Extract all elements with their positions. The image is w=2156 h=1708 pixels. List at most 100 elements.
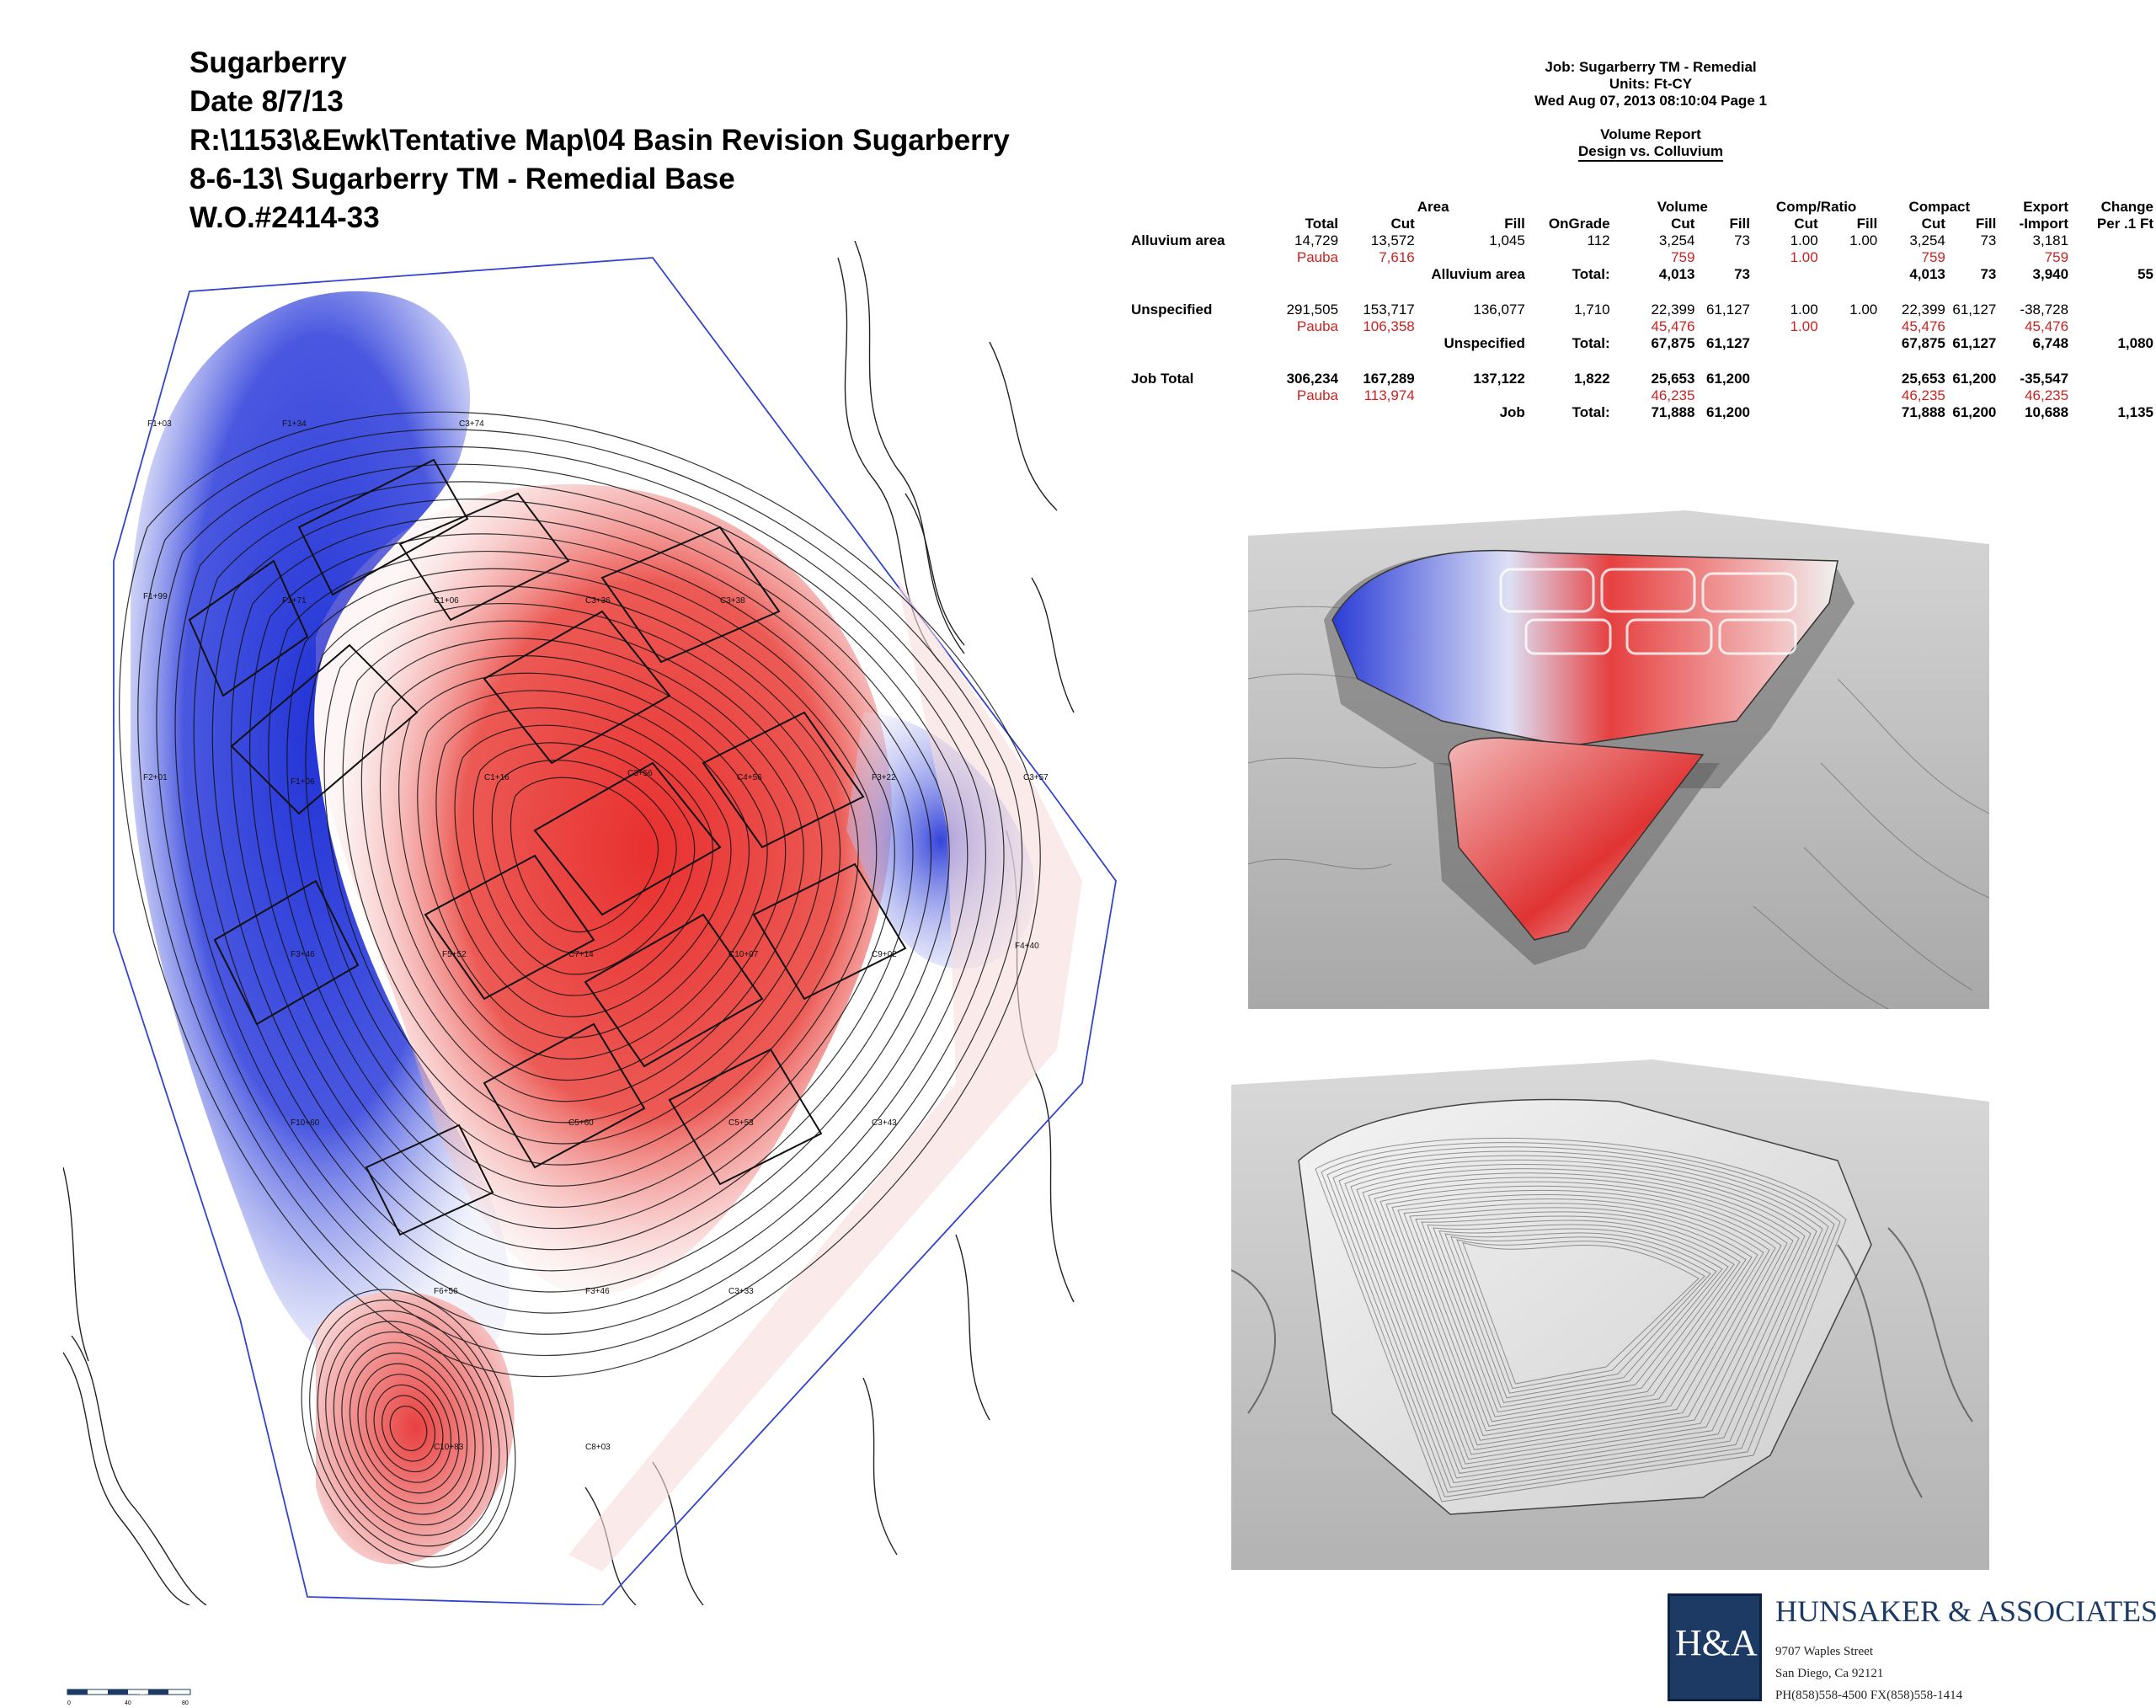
- report-cell: [1528, 387, 1613, 404]
- cut-area-main: [316, 483, 892, 1296]
- report-cell: 61,200: [1706, 404, 1750, 420]
- contour-line: [1427, 1220, 1735, 1413]
- report-cell: 4,013: [1658, 266, 1695, 282]
- report-cell: 22,399: [1901, 302, 1945, 318]
- report-cell: [2071, 318, 2156, 335]
- report-cell: [1948, 249, 1999, 266]
- report-cell: [1948, 318, 1999, 335]
- fill-area-northwest: [131, 291, 510, 1392]
- contour-line: [1462, 1241, 1700, 1385]
- report-cell: [1948, 387, 1999, 404]
- contour-line: [454, 724, 713, 996]
- report-cell: [1753, 371, 1821, 387]
- contour-line: [119, 411, 1041, 1378]
- contour-line: [1444, 1232, 1717, 1399]
- svg-text:C1+06: C1+06: [434, 596, 459, 606]
- contour-line: [1380, 1185, 1782, 1450]
- report-cell: [1821, 335, 1881, 352]
- report-cell: [2071, 371, 2156, 387]
- contour-line: [360, 638, 804, 1102]
- contour-line: [389, 1406, 428, 1451]
- report-cell: [1821, 404, 1881, 421]
- report-cell: [1129, 266, 1256, 283]
- report-cell: 71,888: [1651, 404, 1695, 420]
- pad-surface: [1331, 549, 1838, 747]
- contour-line: [1356, 1168, 1806, 1470]
- report-cell: 7,616: [1379, 249, 1415, 265]
- report-row: Job Total: 71,888 61,200 71,888 61,200 10,688 1…: [1129, 404, 2156, 421]
- report-row: Pauba 113,974 46,235 46,235 46,235: [1129, 387, 2156, 404]
- report-cell: Job Total: [1131, 371, 1194, 387]
- svg-text:F3+22: F3+22: [872, 773, 896, 782]
- report-cell: Total:: [1572, 404, 1610, 420]
- report-cell: 61,127: [1706, 302, 1750, 318]
- report-cell: 291,505: [1286, 302, 1339, 318]
- report-cell: [2071, 232, 2156, 249]
- svg-text:C5+53: C5+53: [728, 1118, 754, 1128]
- report-header: Job: Sugarberry TM - Remedial Units: Ft-…: [1129, 59, 2156, 162]
- pad-east: [568, 578, 1082, 1572]
- contour-line: [342, 620, 823, 1124]
- report-cell: 61,127: [1952, 302, 1997, 318]
- contour-line: [1315, 1138, 1847, 1503]
- contour-line: [1332, 1150, 1829, 1488]
- report-cell: 1.00: [1790, 302, 1818, 318]
- report-cell: [1129, 335, 1256, 352]
- report-cell: 759: [1671, 249, 1695, 265]
- scale-bar: FEET 0 40 80: [67, 1689, 191, 1706]
- report-cell: 22,399: [1651, 302, 1695, 318]
- group-volume: Volume: [1657, 199, 1708, 215]
- report-cell: 1,822: [1574, 371, 1610, 387]
- report-row: Pauba 106,358 45,476 1.00 45,476 45,476: [1129, 318, 2156, 335]
- company-street: 9707 Waples Street: [1775, 1645, 1873, 1658]
- svg-text:F4+40: F4+40: [1015, 942, 1039, 951]
- contour-line: [491, 760, 677, 954]
- contour-line: [341, 1342, 476, 1515]
- scale-tick-40: 40: [125, 1700, 131, 1706]
- company-logo: H&A: [1668, 1593, 1762, 1701]
- 3d-view-design-surface: [1231, 1059, 1989, 1570]
- svg-text:C3+33: C3+33: [728, 1287, 754, 1296]
- svg-text:F5+52: F5+52: [442, 950, 467, 959]
- svg-text:C7+14: C7+14: [568, 950, 594, 959]
- contour-line: [1421, 1215, 1741, 1417]
- report-cell: 45,476: [2025, 318, 2069, 334]
- date-line: Date 8/7/13: [189, 85, 344, 118]
- svg-text:C5+60: C5+60: [568, 1118, 594, 1128]
- report-cell: Pauba: [1296, 249, 1339, 265]
- report-cell: 73: [1980, 232, 1997, 248]
- svg-text:F1+06: F1+06: [291, 777, 315, 787]
- svg-text:F6+56: F6+56: [434, 1287, 458, 1296]
- report-cell: 1,045: [1489, 232, 1525, 248]
- contour-line: [357, 1363, 460, 1494]
- contour-line: [309, 1300, 508, 1557]
- lot-lines: [188, 458, 907, 1236]
- file-name-line: 8-6-13\ Sugarberry TM - Remedial Base: [189, 163, 735, 195]
- report-cell: 73: [1734, 232, 1750, 248]
- report-cell: 1,135: [2117, 404, 2153, 420]
- column-header: Fill: [1856, 216, 1878, 232]
- report-cell: [1256, 266, 1341, 283]
- report-cell: 6,748: [2032, 335, 2069, 351]
- report-cell: [1697, 387, 1753, 404]
- svg-text:C3+38: C3+38: [720, 596, 745, 606]
- contour-line: [1403, 1203, 1758, 1432]
- svg-text:C8+03: C8+03: [585, 1443, 611, 1452]
- contour-line: [1438, 1228, 1723, 1403]
- basin-surface: [1448, 737, 1705, 941]
- column-header-row: Total Cut Fill OnGrade Cut Fill Cut Fill Cut Fill…: [1129, 216, 2156, 232]
- report-cell: [1821, 266, 1881, 283]
- report-cell: [1528, 318, 1613, 335]
- report-cell: 13,572: [1370, 232, 1415, 248]
- group-compact: Compact: [1908, 199, 1971, 215]
- contour-line: [1450, 1236, 1711, 1394]
- report-cell: [1341, 335, 1417, 352]
- report-cell: 137,122: [1473, 371, 1525, 387]
- contour-line: [380, 655, 787, 1081]
- report-cell: [1821, 249, 1881, 266]
- contour-line: [137, 429, 1023, 1356]
- report-row: Alluvium area 14,729 13,572 1,045 112 3,254 73…: [1129, 232, 2156, 249]
- column-header: Fill: [1729, 216, 1750, 232]
- design-pad-gray: [1298, 1098, 1872, 1515]
- report-row: [1129, 352, 2156, 371]
